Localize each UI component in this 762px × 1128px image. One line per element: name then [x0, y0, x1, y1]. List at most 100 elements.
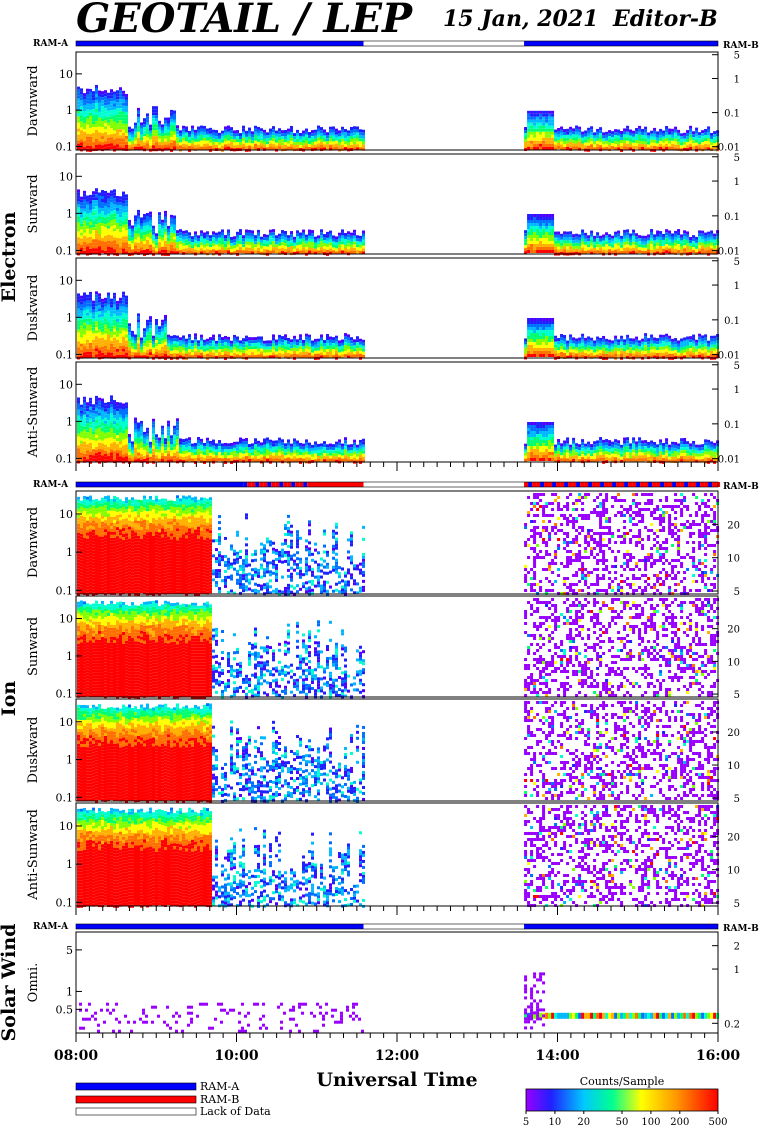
heatmap-cell [209, 139, 212, 143]
heatmap-cell [218, 135, 221, 139]
heatmap-cell [584, 136, 588, 140]
heatmap-cell [266, 147, 269, 151]
heatmap-cell [548, 113, 552, 117]
heatmap-cell [350, 147, 353, 151]
heatmap-cell [134, 447, 137, 451]
heatmap-cell [185, 350, 188, 354]
heatmap-cell [140, 125, 143, 129]
heatmap-cell [119, 235, 122, 239]
heatmap-cell [122, 309, 125, 313]
heatmap-cell [689, 134, 693, 138]
heatmap-cell [539, 137, 543, 141]
heatmap-cell [278, 131, 281, 135]
heatmap-cell [233, 142, 236, 146]
heatmap-cell [110, 452, 113, 456]
heatmap-cell [137, 125, 140, 129]
heatmap-cell [89, 115, 92, 119]
heatmap-cell [362, 233, 365, 237]
heatmap-cell [155, 251, 158, 255]
heatmap-cell [305, 237, 308, 241]
heatmap-cell [290, 134, 293, 138]
heatmap-cell [683, 355, 687, 359]
heatmap-cell [98, 90, 101, 94]
heatmap-cell [311, 136, 314, 140]
heatmap-cell [158, 230, 161, 234]
heatmap-cell [242, 143, 245, 147]
heatmap-cell [692, 346, 696, 350]
heatmap-cell [347, 355, 350, 359]
heatmap-cell [113, 219, 116, 223]
heatmap-cell [590, 352, 594, 356]
heatmap-cell [218, 337, 221, 341]
heatmap-cell [206, 131, 209, 135]
heatmap-cell [707, 352, 711, 356]
heatmap-cell [275, 345, 278, 349]
heatmap-cell [164, 120, 167, 124]
heatmap-cell [641, 244, 645, 248]
heatmap-cell [701, 145, 705, 149]
heatmap-cell [701, 341, 705, 345]
heatmap-cell [176, 239, 179, 243]
heatmap-cell [578, 144, 582, 148]
heatmap-cell [242, 235, 245, 239]
heatmap-cell [86, 115, 89, 119]
heatmap-cell [575, 245, 579, 249]
heatmap-cell [224, 132, 227, 136]
heatmap-cell [80, 244, 83, 248]
heatmap-cell [185, 135, 188, 139]
heatmap-cell [659, 143, 663, 147]
heatmap-cell [101, 452, 104, 456]
heatmap-cell [563, 240, 567, 244]
heatmap-cell [245, 241, 248, 245]
heatmap-cell [581, 339, 585, 343]
heatmap-cell [281, 251, 284, 255]
heatmap-cell [647, 243, 651, 247]
heatmap-cell [104, 111, 107, 115]
heatmap-cell [98, 305, 101, 309]
heatmap-cell [257, 339, 260, 343]
heatmap-cell [260, 239, 263, 243]
heatmap-cell [80, 220, 83, 224]
heatmap-cell [647, 234, 651, 238]
heatmap-cell [119, 438, 122, 442]
heatmap-cell [284, 129, 287, 133]
heatmap-cell [548, 119, 552, 123]
heatmap-cell [581, 247, 585, 251]
heatmap-cell [89, 245, 92, 249]
heatmap-cell [665, 141, 669, 145]
heatmap-cell [539, 235, 543, 238]
heatmap-cell [671, 245, 675, 249]
heatmap-cell [119, 432, 122, 436]
heatmap-cell [89, 439, 92, 443]
heatmap-cell [122, 418, 125, 422]
heatmap-cell [341, 132, 344, 136]
heatmap-cell [104, 244, 107, 248]
heatmap-cell [122, 324, 125, 328]
heatmap-cell [101, 106, 104, 110]
heatmap-cell [644, 238, 648, 242]
heatmap-cell [107, 92, 110, 96]
heatmap-cell [662, 130, 666, 134]
heatmap-cell [323, 343, 326, 347]
heatmap-cell [95, 221, 98, 225]
heatmap-cell [158, 120, 161, 124]
heatmap-cell [671, 251, 675, 255]
heatmap-cell [161, 243, 164, 247]
heatmap-cell [110, 205, 113, 209]
heatmap-cell [122, 300, 125, 304]
heatmap-cell [542, 247, 546, 250]
heatmap-cell [80, 455, 83, 459]
heatmap-cell [551, 235, 555, 238]
heatmap-cell [314, 344, 317, 348]
heatmap-cell [125, 426, 128, 430]
heatmap-cell [548, 351, 552, 354]
heatmap-cell [143, 124, 146, 128]
heatmap-cell [128, 243, 131, 247]
heatmap-cell [641, 347, 645, 351]
heatmap-cell [89, 209, 92, 213]
heatmap-cell [284, 132, 287, 136]
heatmap-cell [263, 343, 266, 347]
heatmap-cell [659, 234, 663, 238]
heatmap-cell [311, 242, 314, 246]
heatmap-cell [194, 246, 197, 250]
